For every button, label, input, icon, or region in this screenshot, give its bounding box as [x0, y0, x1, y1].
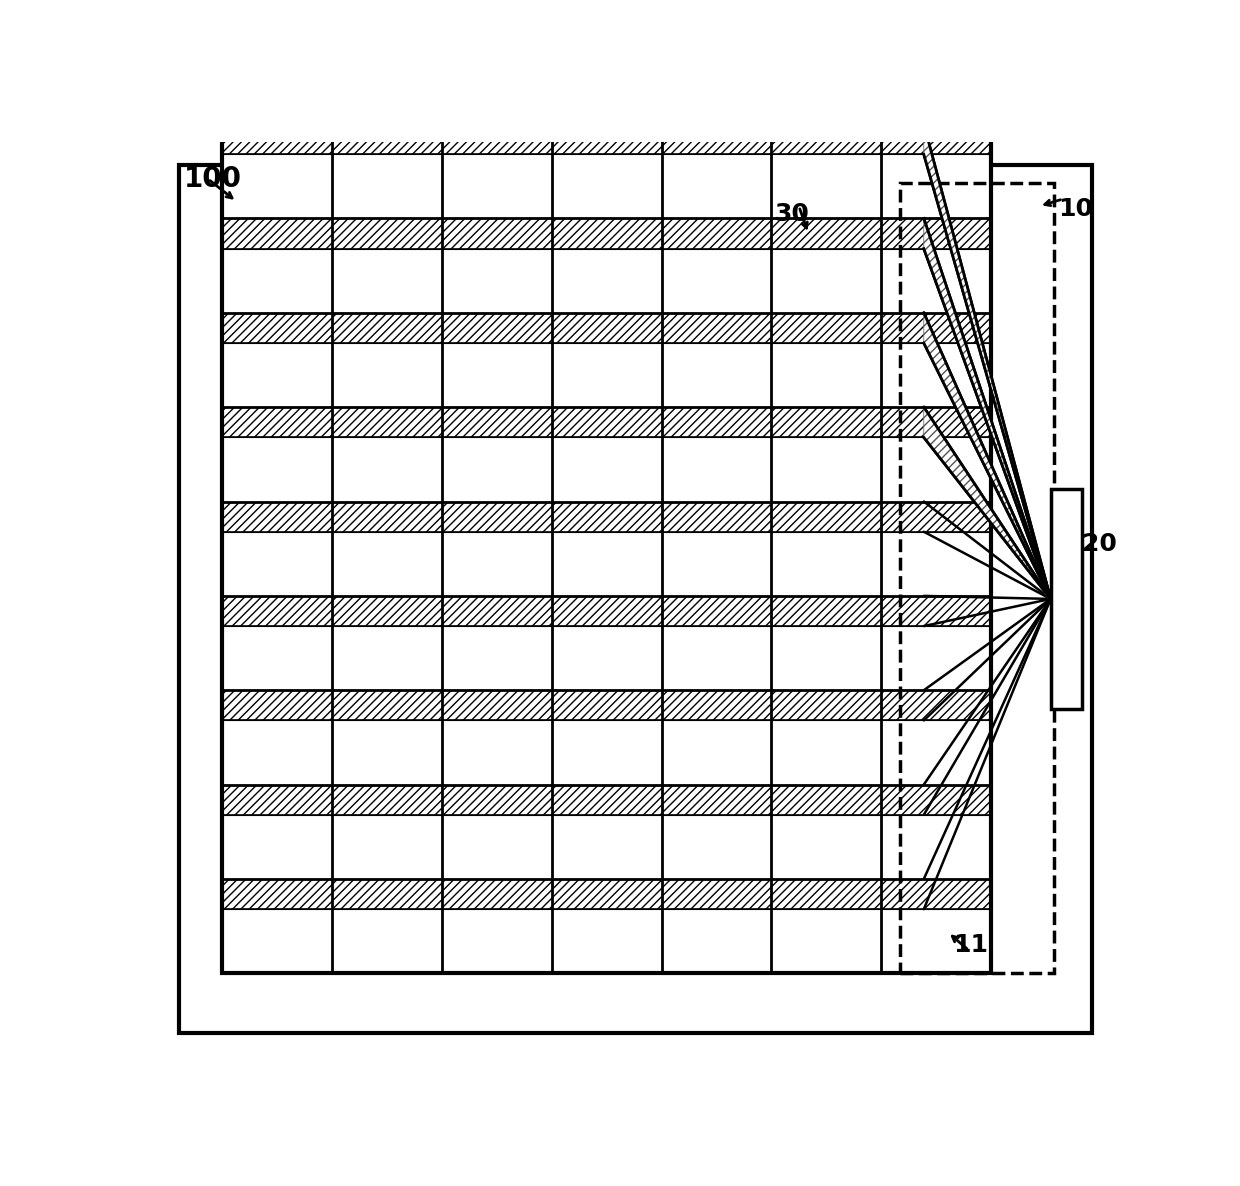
Bar: [222, 313, 991, 343]
Bar: [222, 595, 991, 626]
Bar: [222, 125, 991, 974]
Polygon shape: [924, 218, 1050, 601]
Text: 11: 11: [952, 933, 987, 957]
Bar: [222, 218, 991, 249]
Polygon shape: [924, 407, 1050, 601]
Bar: [222, 407, 991, 438]
Bar: [222, 125, 991, 974]
Polygon shape: [924, 218, 1050, 601]
Bar: [222, 785, 991, 815]
Polygon shape: [924, 313, 1050, 601]
Text: 30: 30: [775, 202, 810, 225]
Text: 100: 100: [184, 165, 242, 193]
Bar: [222, 502, 991, 531]
Bar: [222, 879, 991, 910]
Bar: [222, 690, 991, 720]
Bar: [900, 184, 1054, 974]
Polygon shape: [924, 407, 1050, 601]
Bar: [1050, 490, 1083, 708]
Polygon shape: [924, 125, 1050, 601]
Polygon shape: [924, 125, 1050, 601]
Text: 20: 20: [1083, 533, 1117, 556]
Text: 10: 10: [1058, 197, 1094, 221]
Bar: [222, 125, 991, 154]
Polygon shape: [924, 313, 1050, 601]
